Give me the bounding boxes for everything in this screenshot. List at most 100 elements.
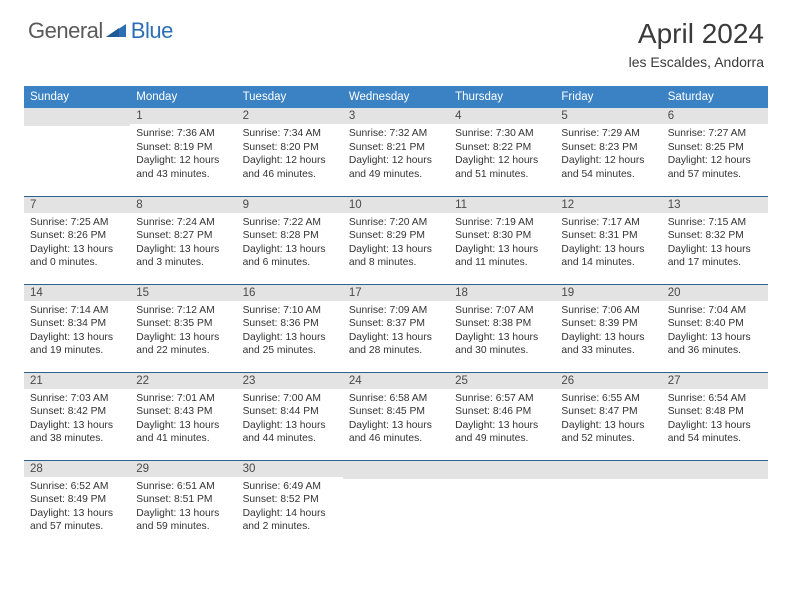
sunset-text: Sunset: 8:29 PM: [349, 229, 443, 243]
day-number: 10: [343, 197, 449, 213]
day-number: 24: [343, 373, 449, 389]
calendar-table: Sunday Monday Tuesday Wednesday Thursday…: [24, 86, 768, 548]
day-number: 16: [237, 285, 343, 301]
calendar-week-row: 7Sunrise: 7:25 AMSunset: 8:26 PMDaylight…: [24, 196, 768, 284]
sunset-text: Sunset: 8:40 PM: [668, 317, 762, 331]
day-details: Sunrise: 7:10 AMSunset: 8:36 PMDaylight:…: [237, 301, 343, 362]
daylight-text: Daylight: 13 hours and 11 minutes.: [455, 243, 549, 270]
sunrise-text: Sunrise: 7:22 AM: [243, 216, 337, 230]
day-details: Sunrise: 7:01 AMSunset: 8:43 PMDaylight:…: [130, 389, 236, 450]
calendar-day-cell: 4Sunrise: 7:30 AMSunset: 8:22 PMDaylight…: [449, 108, 555, 196]
sunrise-text: Sunrise: 6:58 AM: [349, 392, 443, 406]
day-details: Sunrise: 7:32 AMSunset: 8:21 PMDaylight:…: [343, 124, 449, 185]
calendar-day-cell: 9Sunrise: 7:22 AMSunset: 8:28 PMDaylight…: [237, 196, 343, 284]
day-details: Sunrise: 6:52 AMSunset: 8:49 PMDaylight:…: [24, 477, 130, 538]
day-number: 13: [662, 197, 768, 213]
day-details: Sunrise: 6:54 AMSunset: 8:48 PMDaylight:…: [662, 389, 768, 450]
day-number: 29: [130, 461, 236, 477]
day-number: 2: [237, 108, 343, 124]
calendar-day-cell: 13Sunrise: 7:15 AMSunset: 8:32 PMDayligh…: [662, 196, 768, 284]
day-details: Sunrise: 7:14 AMSunset: 8:34 PMDaylight:…: [24, 301, 130, 362]
day-number: 1: [130, 108, 236, 124]
sunrise-text: Sunrise: 7:36 AM: [136, 127, 230, 141]
calendar-day-cell: [662, 460, 768, 548]
sunset-text: Sunset: 8:44 PM: [243, 405, 337, 419]
sunrise-text: Sunrise: 7:25 AM: [30, 216, 124, 230]
day-number: 9: [237, 197, 343, 213]
calendar-day-cell: 28Sunrise: 6:52 AMSunset: 8:49 PMDayligh…: [24, 460, 130, 548]
daylight-text: Daylight: 12 hours and 46 minutes.: [243, 154, 337, 181]
calendar-day-cell: 19Sunrise: 7:06 AMSunset: 8:39 PMDayligh…: [555, 284, 661, 372]
day-number: 14: [24, 285, 130, 301]
sunset-text: Sunset: 8:21 PM: [349, 141, 443, 155]
sunset-text: Sunset: 8:36 PM: [243, 317, 337, 331]
day-details: Sunrise: 6:51 AMSunset: 8:51 PMDaylight:…: [130, 477, 236, 538]
sunrise-text: Sunrise: 7:07 AM: [455, 304, 549, 318]
day-number: 12: [555, 197, 661, 213]
calendar-day-cell: 16Sunrise: 7:10 AMSunset: 8:36 PMDayligh…: [237, 284, 343, 372]
calendar-week-row: 1Sunrise: 7:36 AMSunset: 8:19 PMDaylight…: [24, 108, 768, 196]
day-number: 22: [130, 373, 236, 389]
daylight-text: Daylight: 13 hours and 33 minutes.: [561, 331, 655, 358]
calendar-week-row: 14Sunrise: 7:14 AMSunset: 8:34 PMDayligh…: [24, 284, 768, 372]
calendar-day-cell: 8Sunrise: 7:24 AMSunset: 8:27 PMDaylight…: [130, 196, 236, 284]
sunrise-text: Sunrise: 6:51 AM: [136, 480, 230, 494]
sunrise-text: Sunrise: 7:00 AM: [243, 392, 337, 406]
calendar-day-cell: 18Sunrise: 7:07 AMSunset: 8:38 PMDayligh…: [449, 284, 555, 372]
daylight-text: Daylight: 13 hours and 41 minutes.: [136, 419, 230, 446]
sunrise-text: Sunrise: 6:52 AM: [30, 480, 124, 494]
sunset-text: Sunset: 8:30 PM: [455, 229, 549, 243]
sunrise-text: Sunrise: 7:27 AM: [668, 127, 762, 141]
day-details: Sunrise: 7:03 AMSunset: 8:42 PMDaylight:…: [24, 389, 130, 450]
sunrise-text: Sunrise: 7:03 AM: [30, 392, 124, 406]
sunset-text: Sunset: 8:27 PM: [136, 229, 230, 243]
daylight-text: Daylight: 13 hours and 17 minutes.: [668, 243, 762, 270]
calendar-day-cell: 15Sunrise: 7:12 AMSunset: 8:35 PMDayligh…: [130, 284, 236, 372]
day-details: Sunrise: 7:29 AMSunset: 8:23 PMDaylight:…: [555, 124, 661, 185]
daylight-text: Daylight: 13 hours and 49 minutes.: [455, 419, 549, 446]
calendar-day-cell: [343, 460, 449, 548]
day-number: 19: [555, 285, 661, 301]
day-number: 23: [237, 373, 343, 389]
sunrise-text: Sunrise: 7:30 AM: [455, 127, 549, 141]
brand-logo: General Blue: [28, 18, 173, 44]
day-number: 6: [662, 108, 768, 124]
weekday-header: Monday: [130, 86, 236, 108]
sunrise-text: Sunrise: 6:57 AM: [455, 392, 549, 406]
calendar-day-cell: 29Sunrise: 6:51 AMSunset: 8:51 PMDayligh…: [130, 460, 236, 548]
daylight-text: Daylight: 13 hours and 44 minutes.: [243, 419, 337, 446]
sunrise-text: Sunrise: 7:29 AM: [561, 127, 655, 141]
daylight-text: Daylight: 13 hours and 57 minutes.: [30, 507, 124, 534]
day-number: 3: [343, 108, 449, 124]
weekday-header: Saturday: [662, 86, 768, 108]
calendar-day-cell: 17Sunrise: 7:09 AMSunset: 8:37 PMDayligh…: [343, 284, 449, 372]
sunset-text: Sunset: 8:26 PM: [30, 229, 124, 243]
sunset-text: Sunset: 8:52 PM: [243, 493, 337, 507]
sunrise-text: Sunrise: 7:04 AM: [668, 304, 762, 318]
daylight-text: Daylight: 13 hours and 46 minutes.: [349, 419, 443, 446]
day-details: Sunrise: 7:00 AMSunset: 8:44 PMDaylight:…: [237, 389, 343, 450]
calendar-day-cell: 23Sunrise: 7:00 AMSunset: 8:44 PMDayligh…: [237, 372, 343, 460]
sunset-text: Sunset: 8:45 PM: [349, 405, 443, 419]
sunset-text: Sunset: 8:28 PM: [243, 229, 337, 243]
daylight-text: Daylight: 13 hours and 59 minutes.: [136, 507, 230, 534]
day-number-empty: [555, 461, 661, 479]
day-number: 26: [555, 373, 661, 389]
calendar-day-cell: 21Sunrise: 7:03 AMSunset: 8:42 PMDayligh…: [24, 372, 130, 460]
daylight-text: Daylight: 13 hours and 19 minutes.: [30, 331, 124, 358]
day-number: 17: [343, 285, 449, 301]
daylight-text: Daylight: 13 hours and 30 minutes.: [455, 331, 549, 358]
sunset-text: Sunset: 8:37 PM: [349, 317, 443, 331]
daylight-text: Daylight: 13 hours and 8 minutes.: [349, 243, 443, 270]
sunrise-text: Sunrise: 7:09 AM: [349, 304, 443, 318]
daylight-text: Daylight: 13 hours and 52 minutes.: [561, 419, 655, 446]
weekday-header: Wednesday: [343, 86, 449, 108]
sunrise-text: Sunrise: 7:01 AM: [136, 392, 230, 406]
sunset-text: Sunset: 8:42 PM: [30, 405, 124, 419]
daylight-text: Daylight: 13 hours and 14 minutes.: [561, 243, 655, 270]
day-details: Sunrise: 7:36 AMSunset: 8:19 PMDaylight:…: [130, 124, 236, 185]
sunset-text: Sunset: 8:43 PM: [136, 405, 230, 419]
sunrise-text: Sunrise: 7:19 AM: [455, 216, 549, 230]
day-number: 5: [555, 108, 661, 124]
day-number: 20: [662, 285, 768, 301]
